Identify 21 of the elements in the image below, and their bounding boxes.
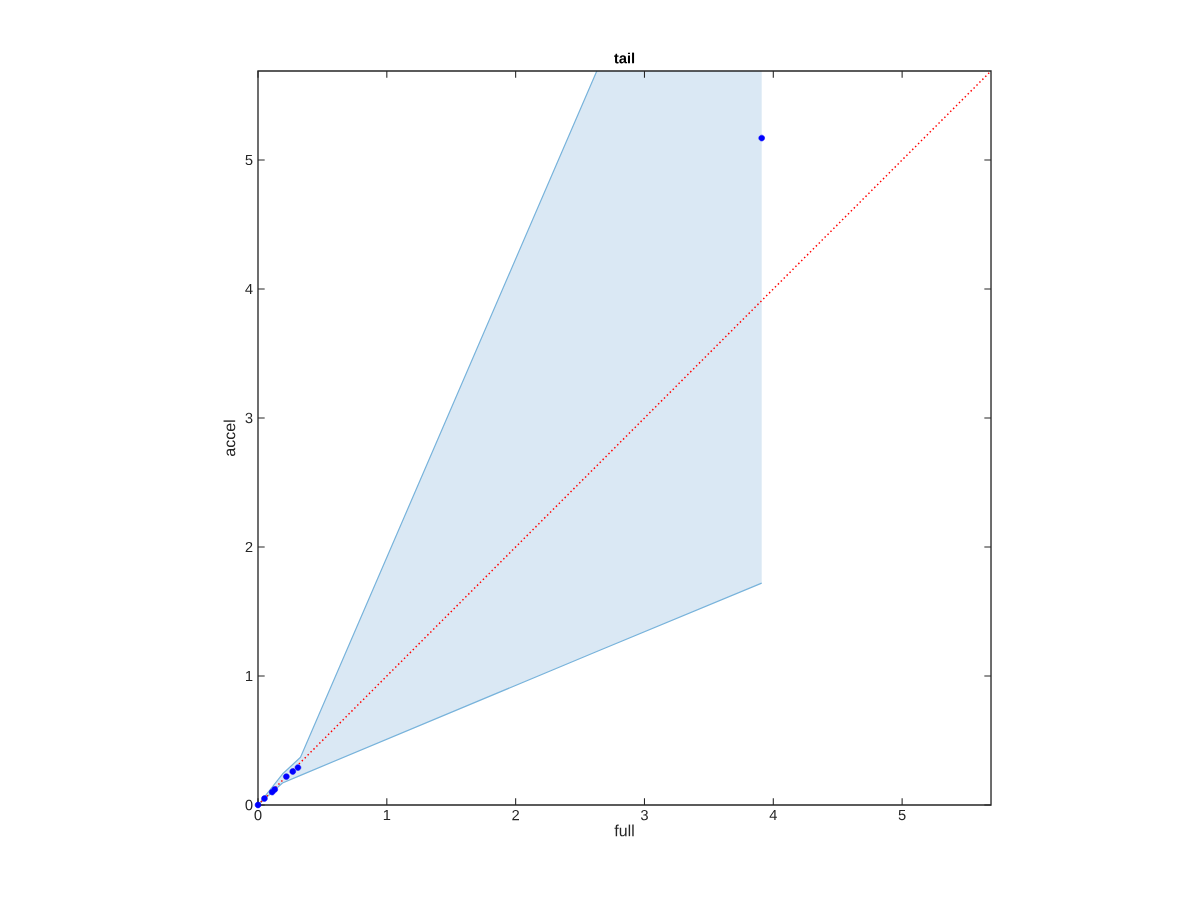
point (283, 773, 290, 780)
x-tick-label: 5 (898, 809, 906, 821)
point (261, 795, 268, 802)
x-tick-label: 3 (640, 809, 648, 821)
x-axis-title: full (614, 824, 634, 837)
y-tick-label: 5 (245, 154, 253, 166)
x-tick-label: 4 (769, 809, 777, 821)
y-tick-label: 3 (245, 412, 253, 424)
x-tick-label: 0 (254, 809, 262, 821)
chart-title: tail (614, 52, 635, 64)
x-tick-label: 1 (383, 809, 391, 821)
y-axis-title: accel (223, 420, 236, 457)
point (294, 764, 302, 771)
y-tick-label: 4 (245, 283, 253, 295)
y-tick-label: 2 (245, 541, 253, 553)
y-tick-label: 1 (246, 670, 253, 682)
point (758, 134, 765, 142)
point (254, 801, 262, 809)
point (289, 768, 296, 775)
x-tick-label: 2 (512, 809, 519, 821)
y-tick-label: 0 (245, 799, 253, 811)
